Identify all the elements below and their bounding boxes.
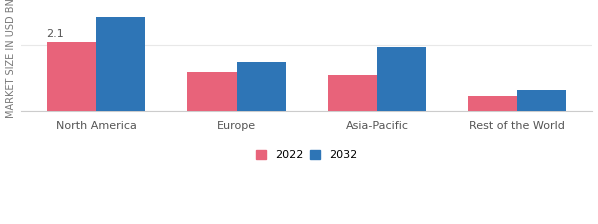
Bar xyxy=(468,96,517,111)
Legend: 2022, 2032: 2022, 2032 xyxy=(253,147,361,164)
Bar xyxy=(47,42,96,111)
Bar xyxy=(328,75,377,111)
Bar xyxy=(187,72,237,111)
Bar xyxy=(517,90,566,111)
Text: 2.1: 2.1 xyxy=(46,29,63,39)
Bar xyxy=(237,62,286,111)
Bar xyxy=(377,47,426,111)
Bar xyxy=(96,17,145,111)
Y-axis label: MARKET SIZE IN USD BN: MARKET SIZE IN USD BN xyxy=(5,0,16,118)
